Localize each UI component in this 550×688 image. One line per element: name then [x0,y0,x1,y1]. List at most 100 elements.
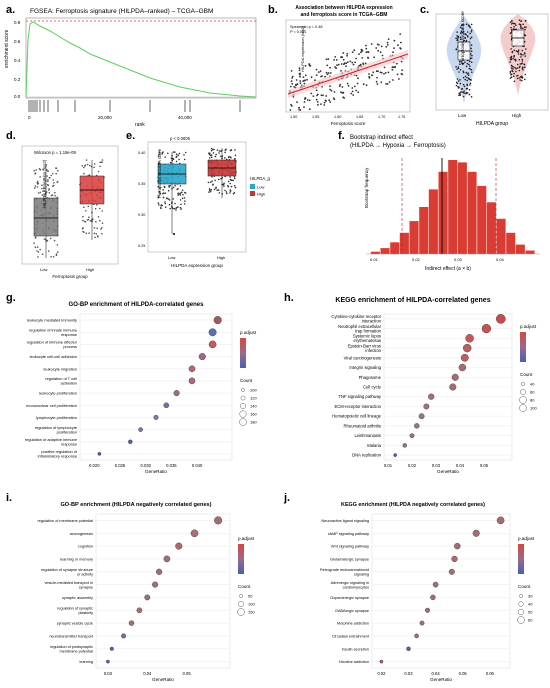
c-ylabel: Ferroptosis ssGSEA score [460,11,465,64]
violin-point [522,23,524,26]
gsea-xtick: 20,000 [98,115,112,120]
jitter-point [162,189,164,191]
x-tick: 0.06 [486,671,495,676]
size-legend-dot [241,388,245,392]
jitter-point [47,179,49,181]
violin-point [514,60,517,62]
f-title-1: Bootstrap indirect effect [350,135,413,141]
term-label: leukocyte cell-cell adhesion [30,354,77,359]
jitter-point [157,162,160,164]
scatter-point [302,80,304,82]
jitter-point [53,239,56,242]
scatter-point [350,92,353,95]
histogram-bar [457,162,467,254]
violin-point [518,59,521,61]
jitter-point [47,184,50,187]
size-legend-label: 60 [530,390,535,395]
correlation-scatter: Association between HILPDA expression an… [285,5,411,126]
enrichment-dot [109,646,114,651]
violin-point [516,77,519,80]
size-legend-dot [519,404,527,412]
jitter-point [229,176,231,178]
violin-point [513,54,515,57]
violin-point [462,95,465,98]
violin-point [510,73,513,75]
size-legend-label: 100 [250,388,257,393]
jitter-point [177,194,179,196]
p-adjust-colorbar [518,544,524,574]
e-ytick: 0.35 [138,182,145,186]
scatter-point [299,75,301,78]
enrichment-dot [208,328,217,337]
jitter-point [157,202,160,204]
enrichment-dot [128,620,135,626]
term-label: regulation of synapse structure [41,568,93,572]
jitter-point [215,186,217,189]
term-label: Epstein-Barr virus [348,343,381,348]
jitter-point [164,202,167,205]
violin-point [455,48,458,50]
jitter-point [217,189,220,191]
jitter-point [179,185,182,187]
jitter-point [168,203,171,206]
violin-point [466,62,469,65]
scatter-point [298,107,300,109]
jitter-point [174,185,176,187]
jitter-point [180,203,182,206]
panel-letter-h: h. [284,292,294,304]
e-ylabel: Ferroptosis ssGSEA score [157,148,162,198]
violin-point [521,62,523,64]
enrichment-dot [152,581,159,588]
jitter-point [101,210,103,212]
x-axis-label: GeneRatio [437,469,459,474]
jitter-point [37,256,39,258]
term-label: membrane potential [59,650,93,654]
jitter-point [163,185,166,188]
violin-point [522,68,524,71]
jitter-point [183,154,185,156]
x-tick: 0.035 [166,463,177,468]
jitter-point [183,197,186,199]
scatter-point [291,77,293,79]
scatter-point [355,89,357,92]
violin-point [457,39,459,42]
enrichment-dot [460,353,469,362]
violin-point [521,49,524,52]
jitter-point [38,167,41,170]
panel-letter-c: c. [420,4,430,16]
scatter-point [357,91,360,94]
scatter-point [316,93,319,96]
x-tick: 0.04 [456,463,465,468]
d-xtick: Low [40,267,47,272]
scatter-point [304,74,307,77]
x-tick: 0.01 [384,463,393,468]
jitter-point [55,253,58,255]
jitter-point [33,242,35,244]
jitter-point [48,188,50,190]
violin-point [465,23,468,26]
violin-point [509,77,512,79]
jitter-point [41,187,43,190]
jitter-point [182,193,184,196]
violin-point [470,50,473,52]
violin-point [516,67,519,69]
scatter-point [322,94,324,97]
violin-point [456,31,458,33]
outlier-point [173,233,175,235]
term-label: Retrograde endocannabinoid [320,568,369,572]
violin-point [465,87,468,90]
jitter-point [234,186,237,189]
violin-point [523,78,526,81]
scatter-point [335,59,338,61]
jitter-point [34,173,36,175]
scatter-point [310,92,313,95]
x-tick: 0.03 [432,463,441,468]
violin-point [517,51,519,53]
violin-point [521,67,524,69]
violin-point [514,22,516,25]
violin-point [518,69,521,72]
enrichment-dot [451,373,459,381]
scatter-point [336,64,338,66]
scatter-point [386,83,389,85]
jitter-point [229,192,231,194]
